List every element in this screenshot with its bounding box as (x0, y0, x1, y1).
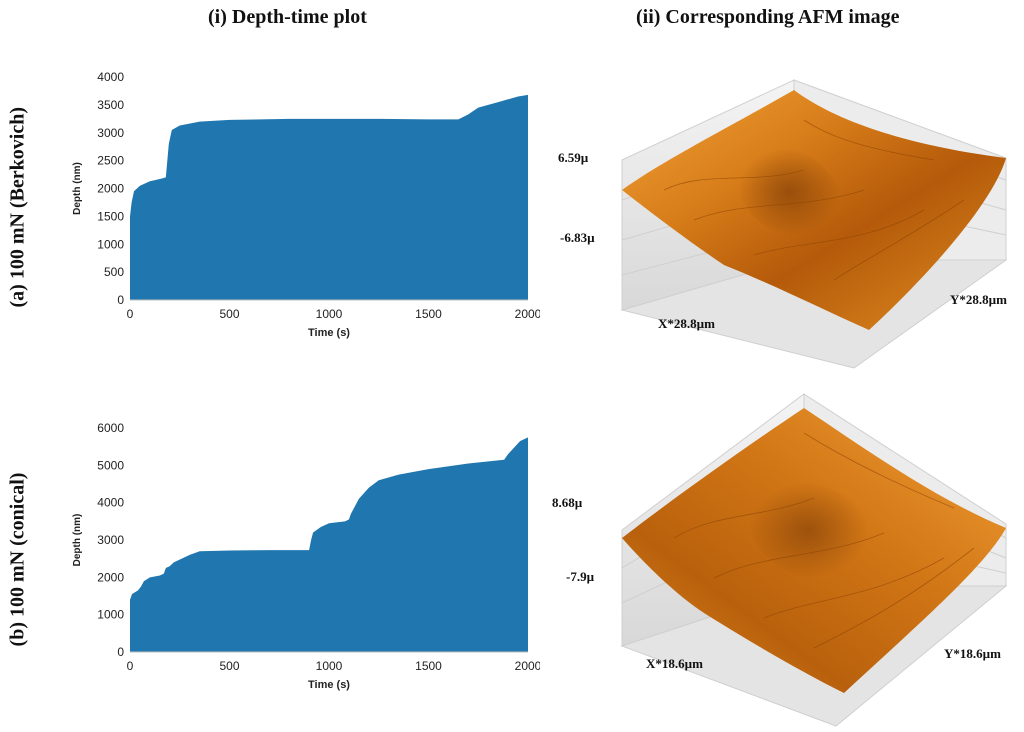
afm-image-a (620, 79, 1008, 369)
y-tick-label: 2000 (97, 570, 124, 584)
afm-image-title: (ii) Corresponding AFM image (636, 6, 900, 28)
x-tick-label: 2000 (515, 307, 540, 321)
y-tick-label: 1500 (97, 209, 124, 223)
afm-a-x-label: X*28.8µm (658, 316, 715, 331)
y-tick-label: 500 (104, 265, 124, 279)
y-tick-label: 3000 (97, 126, 124, 140)
y-tick-label: 1000 (97, 237, 124, 251)
x-tick-label: 0 (127, 307, 134, 321)
afm-a-zmax: 6.59µ (558, 150, 589, 165)
y-tick-label: 4000 (97, 70, 124, 84)
x-tick-label: 1500 (415, 307, 442, 321)
x-axis-label: Time (s) (308, 327, 350, 339)
x-tick-label: 2000 (515, 659, 540, 673)
x-axis-label: Time (s) (308, 679, 350, 691)
depth-area-series (130, 437, 528, 652)
depth-time-plot-title: (i) Depth-time plot (208, 6, 367, 28)
y-axis-label: Depth (nm) (72, 162, 83, 215)
y-tick-label: 6000 (97, 421, 124, 435)
y-tick-label: 4000 (97, 496, 124, 510)
depth-time-chart-a: 0 500 1000 1500 2000 2500 3000 3500 4000 0 500 1000… (72, 70, 540, 339)
x-tick-label: 500 (219, 659, 239, 673)
x-tick-label: 1000 (316, 659, 343, 673)
afm-b-zmin: -7.9µ (566, 569, 595, 584)
depth-area-series (130, 94, 528, 300)
y-tick-label: 2500 (97, 154, 124, 168)
x-tick-label: 500 (219, 307, 239, 321)
row-label-b: (b) 100 mN (conical) (6, 472, 29, 647)
afm-b-y-label: Y*18.6µm (944, 646, 1001, 661)
y-tick-label: 1000 (97, 608, 124, 622)
afm-image-b (620, 393, 1008, 727)
afm-b-x-label: X*18.6µm (646, 656, 703, 671)
y-tick-label: 0 (117, 645, 124, 659)
y-tick-label: 3000 (97, 533, 124, 547)
depth-time-chart-b: 0 1000 2000 3000 4000 5000 6000 0 500 1000 1500 200… (72, 421, 540, 691)
afm-a-y-label: Y*28.8µm (950, 292, 1007, 307)
x-tick-label: 0 (127, 659, 134, 673)
x-tick-label: 1500 (415, 659, 442, 673)
y-tick-label: 2000 (97, 182, 124, 196)
afm-a-zmin: -6.83µ (560, 230, 595, 245)
y-tick-label: 5000 (97, 458, 124, 472)
row-label-a: (a) 100 mN (Berkovich) (6, 106, 29, 308)
y-axis-label: Depth (nm) (72, 514, 83, 567)
y-tick-label: 3500 (97, 98, 124, 112)
x-tick-label: 1000 (316, 307, 343, 321)
y-tick-label: 0 (117, 293, 124, 307)
afm-b-zmax: 8.68µ (552, 495, 583, 510)
